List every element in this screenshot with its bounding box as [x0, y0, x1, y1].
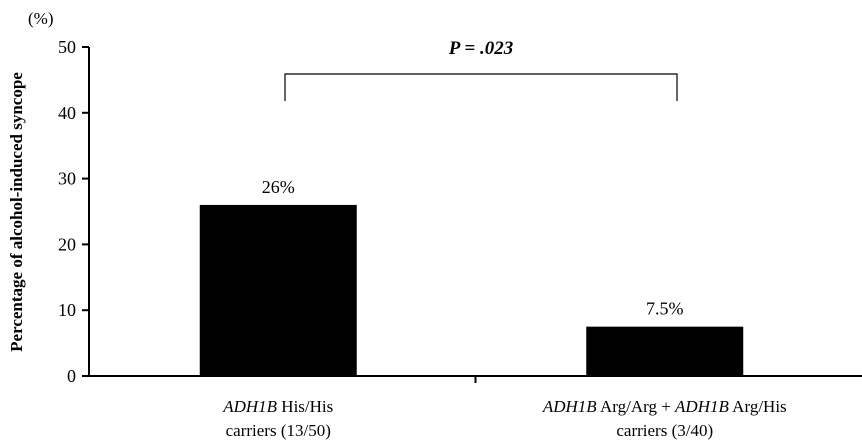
y-tick-label: 40	[58, 103, 76, 123]
category-label-line2: carriers (3/40)	[616, 421, 713, 440]
category-label-line1: ADH1B His/His	[222, 397, 333, 416]
p-value: = .023	[460, 38, 514, 59]
gene-name: ADH1B	[222, 397, 277, 416]
y-unit-label: (%)	[28, 9, 53, 28]
significance-bracket: P = .023	[284, 38, 678, 101]
value-label: 26%	[262, 177, 295, 197]
x-axis	[89, 375, 862, 383]
p-value-label: P = .023	[448, 38, 513, 59]
category-labels: ADH1B His/His carriers (13/50) ADH1B Arg/A…	[222, 397, 786, 440]
gene-name: ADH1B	[542, 397, 597, 416]
y-tick-label: 30	[58, 169, 76, 189]
y-tick-label: 20	[58, 234, 76, 254]
genotype-text: His/His	[277, 397, 333, 416]
genotype-text: Arg/Arg +	[597, 397, 675, 416]
genotype-text: Arg/His	[729, 397, 787, 416]
bar	[199, 204, 357, 376]
value-labels: 26% 7.5%	[262, 177, 684, 319]
y-tick-label: 50	[58, 37, 76, 57]
category-label-line2: carriers (13/50)	[226, 421, 331, 440]
value-label: 7.5%	[646, 299, 684, 319]
p-symbol: P	[448, 38, 461, 59]
y-axis-label: Percentage of alcohol-induced syncope	[7, 72, 26, 352]
bar	[586, 326, 744, 376]
bars	[199, 204, 744, 376]
y-tick-label: 0	[67, 366, 76, 386]
y-tick-label: 10	[58, 300, 76, 320]
bracket-line	[284, 73, 678, 101]
gene-name: ADH1B	[674, 397, 729, 416]
y-axis: 0 10 20 30 40 50	[58, 37, 90, 386]
category-label-line1: ADH1B Arg/Arg + ADH1B Arg/His	[542, 397, 787, 416]
